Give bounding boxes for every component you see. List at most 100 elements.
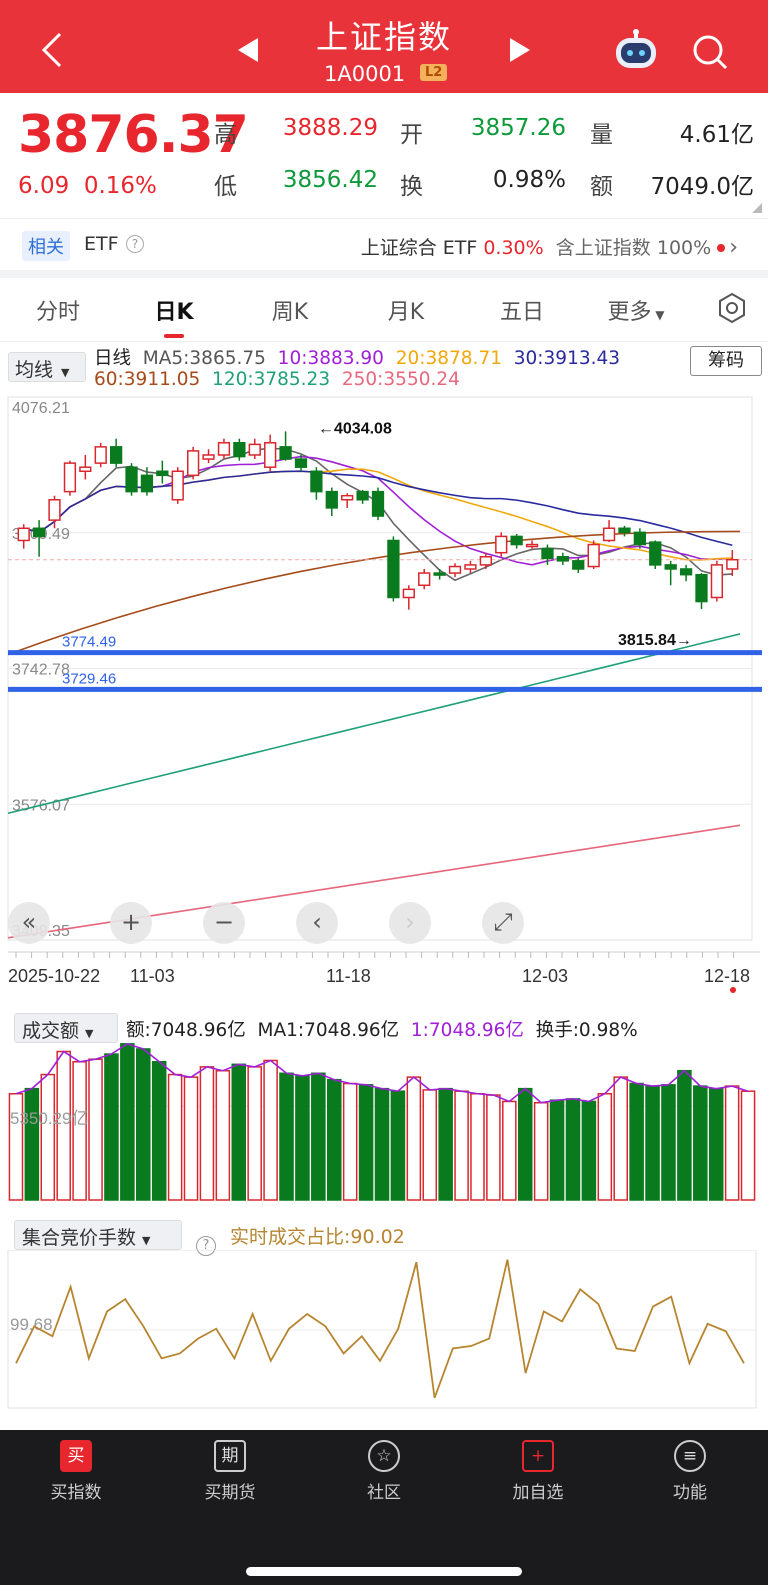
back-icon[interactable] <box>36 30 68 70</box>
volume-selector-label: 成交额 <box>22 1020 80 1042</box>
change-percent: 0.16% <box>83 173 157 199</box>
auction-selector-label: 集合竞价手数 <box>22 1227 137 1249</box>
indicator-selector[interactable]: 均线 ▼ <box>8 352 86 382</box>
robot-assistant-icon[interactable] <box>612 28 660 72</box>
tab-five-day[interactable]: 五日 <box>499 300 544 325</box>
ma1-legend: MA1:7048.96亿 <box>257 1020 400 1041</box>
candle-body <box>402 588 415 599</box>
current-date-dot <box>730 987 736 993</box>
ma30-value: 30:3913.43 <box>513 348 621 369</box>
volume-bar <box>597 1093 613 1201</box>
nav-community[interactable]: ☆ 社区 <box>334 1440 434 1503</box>
candle-body <box>448 565 462 574</box>
candle-body <box>94 446 107 464</box>
volume-value: 4.61亿 <box>679 122 754 148</box>
menu-icon: ≡ <box>674 1440 706 1472</box>
volume-bar <box>454 1090 469 1201</box>
volume-bar <box>342 1082 358 1201</box>
auction-chart[interactable]: 99.68 <box>0 1250 768 1425</box>
divider <box>0 270 768 278</box>
volume-bar <box>565 1098 581 1201</box>
quote-panel: 3876.37 6.09 0.16% 高 3888.29 开 3857.26 量… <box>0 93 768 217</box>
high-label: 高 <box>214 122 237 148</box>
volume-bar <box>581 1100 597 1201</box>
candle-body <box>248 443 261 456</box>
zoom-in-button[interactable]: + <box>110 902 152 944</box>
nav-label: 社区 <box>367 1483 401 1503</box>
fullscreen-button[interactable]: ⤢ <box>482 902 524 944</box>
ma60-value: 60:3911.05 <box>94 369 201 390</box>
candle-body <box>479 556 492 566</box>
tab-intraday[interactable]: 分时 <box>35 300 80 325</box>
ma20-value: 20:3878.71 <box>395 348 502 369</box>
turnover-label: 换 <box>400 174 423 200</box>
volume-bar <box>8 1093 24 1201</box>
volume-bar <box>88 1058 103 1201</box>
volume-bar <box>151 1061 167 1201</box>
tab-weekly-k[interactable]: 周K <box>271 300 309 325</box>
x-tick-label: 11-03 <box>130 966 175 986</box>
next-stock-icon[interactable] <box>510 38 530 62</box>
candle-body <box>587 543 600 568</box>
volume-bar <box>708 1087 724 1201</box>
tab-daily-k[interactable]: 日K <box>154 300 194 325</box>
related-tag: 相关 <box>22 231 70 261</box>
chevron-right-icon: › <box>729 235 738 260</box>
volume-legend: 额:7048.96亿 MA1:7048.96亿 1:7048.96亿 换手:0.… <box>126 1016 638 1042</box>
amount-label: 额 <box>590 174 613 200</box>
dropdown-icon: ▼ <box>85 1027 94 1040</box>
period-tabs: 分时 日K 周K 月K 五日 更多 ▼ <box>0 278 768 342</box>
nav-buy-futures[interactable]: 期买期货 <box>180 1440 280 1503</box>
volume-chart[interactable]: 5350.29亿 <box>0 1040 768 1205</box>
nav-functions[interactable]: ≡ 功能 <box>640 1440 740 1503</box>
status-dot-icon <box>717 243 726 252</box>
volume-bar <box>533 1101 549 1201</box>
volume-bar <box>486 1094 501 1201</box>
y-tick-label: 4076.21 <box>12 400 70 417</box>
auction-indicator-selector[interactable]: 集合竞价手数 ▼ <box>14 1220 182 1250</box>
tab-monthly-k[interactable]: 月K <box>387 300 425 325</box>
scroll-left-button[interactable]: ‹ <box>296 902 338 944</box>
zoom-out-button[interactable]: − <box>203 902 245 944</box>
candle-body <box>726 558 739 570</box>
etf-info[interactable]: 上证综合 ETF 0.30% 含上证指数 100% › <box>361 233 738 260</box>
amount-value: 7049.0亿 <box>650 174 754 200</box>
search-icon[interactable] <box>690 32 730 72</box>
help-icon[interactable]: ? <box>196 1236 216 1256</box>
nav-add-watchlist[interactable]: + 加自选 <box>488 1440 588 1503</box>
candle-body <box>202 454 215 460</box>
dropdown-icon: ▼ <box>61 366 70 379</box>
ma250-value: 250:3550.24 <box>341 369 460 390</box>
volume-indicator-selector[interactable]: 成交额 ▼ <box>14 1013 118 1043</box>
candle-body <box>618 527 631 534</box>
volume-bar <box>311 1072 326 1201</box>
candle-body <box>279 446 292 460</box>
active-tab-indicator <box>164 334 184 338</box>
volume-bar <box>390 1090 406 1201</box>
settings-icon[interactable] <box>716 292 748 324</box>
indicator-selector-label: 均线 <box>15 359 54 381</box>
volume-bar <box>167 1073 183 1201</box>
scroll-right-button[interactable]: › <box>389 902 431 944</box>
help-icon[interactable]: ? <box>126 235 144 253</box>
y-tick-label: 3742.78 <box>12 662 70 679</box>
candle-body <box>525 543 539 548</box>
candle-body <box>695 573 708 603</box>
auction-line <box>15 1259 745 1399</box>
candle-body <box>602 527 616 542</box>
candle-body <box>310 470 323 493</box>
community-icon: ☆ <box>368 1440 400 1472</box>
expand-corner-icon[interactable] <box>752 203 762 213</box>
kline-chart[interactable]: 4076.213909.493742.783576.073409.353774.… <box>0 395 768 950</box>
previous-stock-icon[interactable] <box>238 38 258 62</box>
candle-body <box>387 539 400 599</box>
tab-more[interactable]: 更多 ▼ <box>600 294 672 326</box>
chip-distribution-button[interactable]: 筹码 <box>690 346 762 376</box>
scroll-left-fast-button[interactable]: « <box>8 902 50 944</box>
nav-buy-index[interactable]: 买买指数 <box>26 1440 126 1503</box>
candle-body <box>140 474 154 493</box>
dropdown-icon: ▼ <box>651 308 665 322</box>
tab-more-label: 更多 <box>607 300 652 325</box>
amount-legend: 额:7048.96亿 <box>126 1020 246 1041</box>
related-etf-row[interactable]: 相关 ETF ? 上证综合 ETF 0.30% 含上证指数 100% › <box>0 218 768 270</box>
